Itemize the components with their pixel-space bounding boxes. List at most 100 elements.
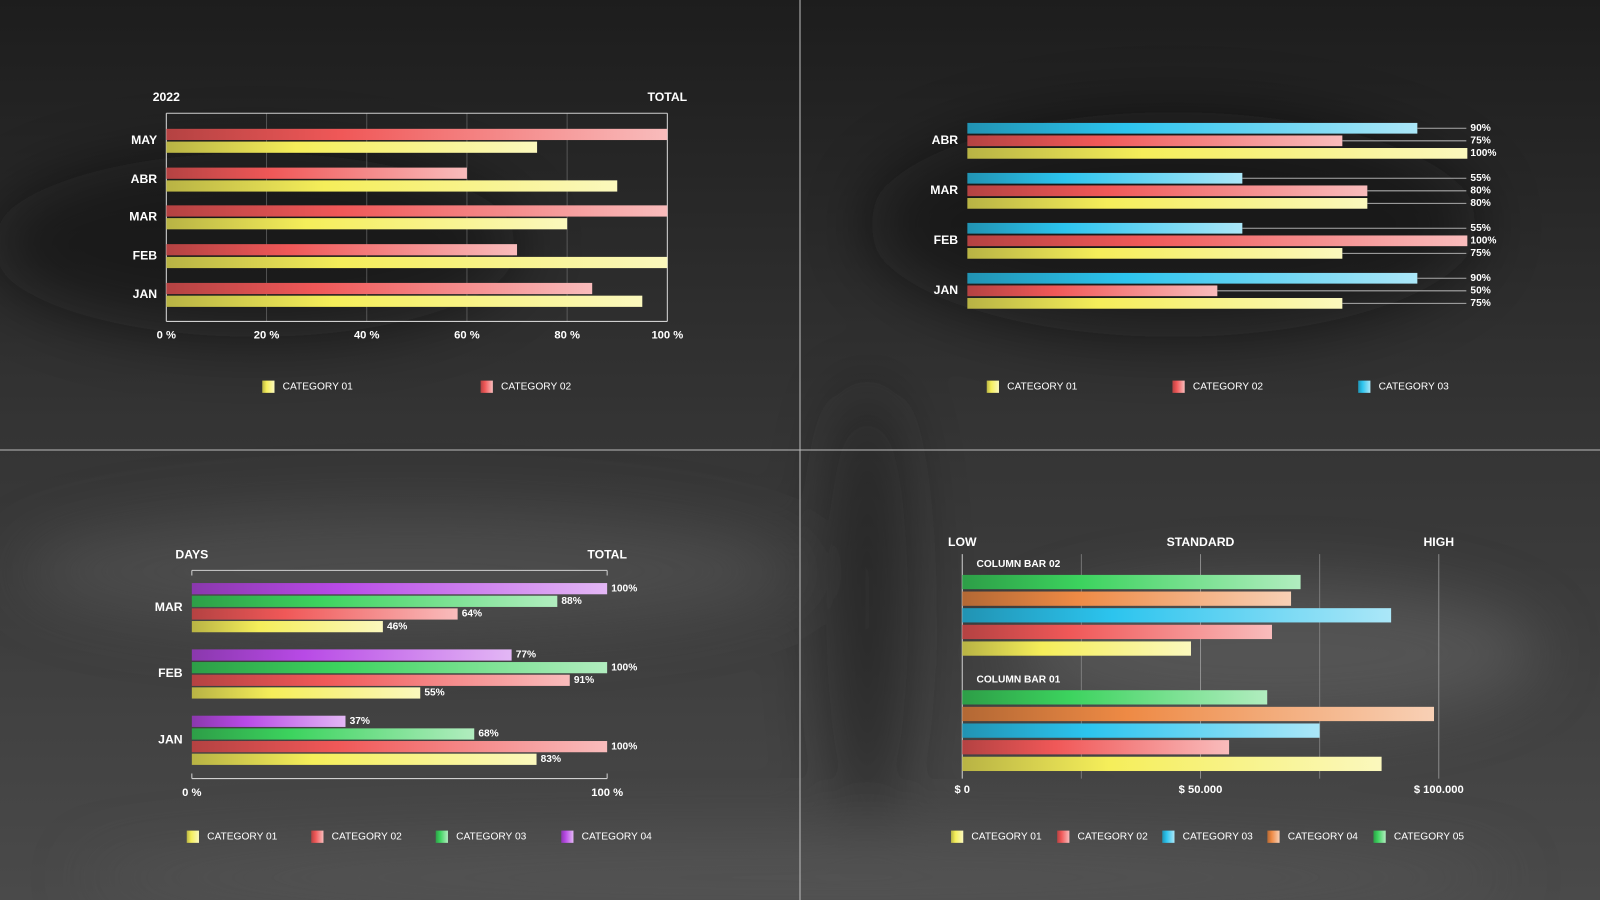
bar (962, 591, 1292, 606)
legend-swatch (311, 830, 324, 843)
category-label: ABR (131, 172, 158, 186)
value-label: 88% (561, 596, 581, 607)
bar (962, 690, 1268, 705)
value-label: 80% (1470, 186, 1490, 197)
bar (962, 706, 1435, 722)
bar (191, 715, 346, 727)
x-tick-label: 0 % (182, 787, 201, 799)
legend-label: CATEGORY 03 (1379, 381, 1450, 392)
category-label: MAR (930, 183, 958, 197)
legend-label: CATEGORY 01 (283, 381, 354, 392)
legend-swatch (1172, 380, 1185, 393)
x-tick-label: 60 % (454, 330, 480, 342)
bar (962, 740, 1230, 755)
bar (962, 608, 1392, 623)
axis-label: DAYS (175, 547, 208, 561)
bar (191, 687, 421, 699)
bar (967, 235, 1468, 247)
bar (191, 608, 458, 620)
value-label: 75% (1470, 136, 1490, 147)
legend-label: CATEGORY 04 (1288, 831, 1359, 842)
value-label: 50% (1470, 286, 1490, 297)
bar (166, 244, 518, 256)
bar (962, 624, 1272, 640)
legend-swatch (1358, 380, 1371, 393)
bar (191, 621, 383, 633)
legend-label: CATEGORY 05 (1394, 831, 1465, 842)
legend-label: CATEGORY 02 (501, 381, 572, 392)
legend-label: CATEGORY 02 (1078, 831, 1149, 842)
value-label: 100% (611, 662, 637, 673)
legend-swatch (1373, 830, 1386, 843)
bar (191, 728, 475, 740)
bar (166, 128, 668, 141)
bar (962, 641, 1191, 656)
value-label: 55% (424, 688, 444, 699)
bar (967, 298, 1343, 309)
category-label: FEB (158, 666, 183, 680)
bar (962, 723, 1320, 738)
bar (967, 248, 1343, 259)
bar (967, 148, 1468, 159)
x-tick-label: 100 % (591, 787, 623, 799)
bar (191, 662, 608, 674)
x-tick-label: 100 % (651, 330, 683, 342)
category-label: FEB (934, 233, 959, 247)
bar (191, 674, 570, 686)
legend-label: CATEGORY 01 (207, 831, 278, 842)
value-label: 46% (387, 621, 407, 632)
legend-label: CATEGORY 02 (332, 831, 403, 842)
legend-label: CATEGORY 01 (1007, 381, 1078, 392)
legend-swatch (1057, 830, 1070, 843)
value-label: 100% (1470, 148, 1496, 159)
x-tick-label: 80 % (554, 330, 580, 342)
value-label: 68% (478, 729, 498, 740)
value-label: 80% (1470, 198, 1490, 209)
x-tick-label: $ 0 (954, 784, 970, 796)
category-label: JAN (158, 733, 183, 747)
bar (166, 167, 467, 179)
value-label: 55% (1470, 173, 1490, 184)
legend-label: CATEGORY 01 (971, 831, 1042, 842)
zone-label: HIGH (1423, 535, 1454, 549)
axis-label: TOTAL (648, 90, 688, 104)
legend-swatch (561, 830, 574, 843)
zone-label: STANDARD (1167, 535, 1235, 549)
axis-label: TOTAL (587, 547, 627, 561)
legend-swatch (262, 380, 275, 393)
legend-label: CATEGORY 04 (582, 831, 653, 842)
legend-label: CATEGORY 03 (1183, 831, 1254, 842)
bar (967, 122, 1418, 134)
legend-swatch (951, 830, 964, 843)
category-label: MAY (131, 133, 157, 147)
value-label: 77% (516, 650, 536, 661)
bar (962, 574, 1301, 590)
legend-swatch (186, 830, 199, 843)
axis-label: 2022 (153, 90, 180, 104)
x-tick-label: 40 % (354, 330, 380, 342)
category-label: MAR (155, 600, 183, 614)
bar (191, 649, 512, 661)
value-label: 100% (611, 741, 637, 752)
category-label: JAN (133, 287, 158, 301)
value-label: 55% (1470, 223, 1490, 234)
bar (166, 282, 593, 295)
value-label: 75% (1470, 298, 1490, 309)
value-label: 100% (611, 583, 637, 594)
bar (166, 141, 538, 153)
bar (191, 595, 558, 607)
bar (967, 135, 1343, 147)
bar (166, 256, 668, 269)
bar (967, 222, 1243, 234)
value-label: 90% (1470, 273, 1490, 284)
x-tick-label: 20 % (254, 330, 280, 342)
bar (967, 185, 1368, 197)
value-label: 64% (462, 609, 482, 620)
value-label: 91% (574, 675, 594, 686)
legend-label: CATEGORY 03 (456, 831, 527, 842)
bar (166, 295, 643, 307)
legend-swatch (1162, 830, 1175, 843)
legend-label: CATEGORY 02 (1193, 381, 1264, 392)
